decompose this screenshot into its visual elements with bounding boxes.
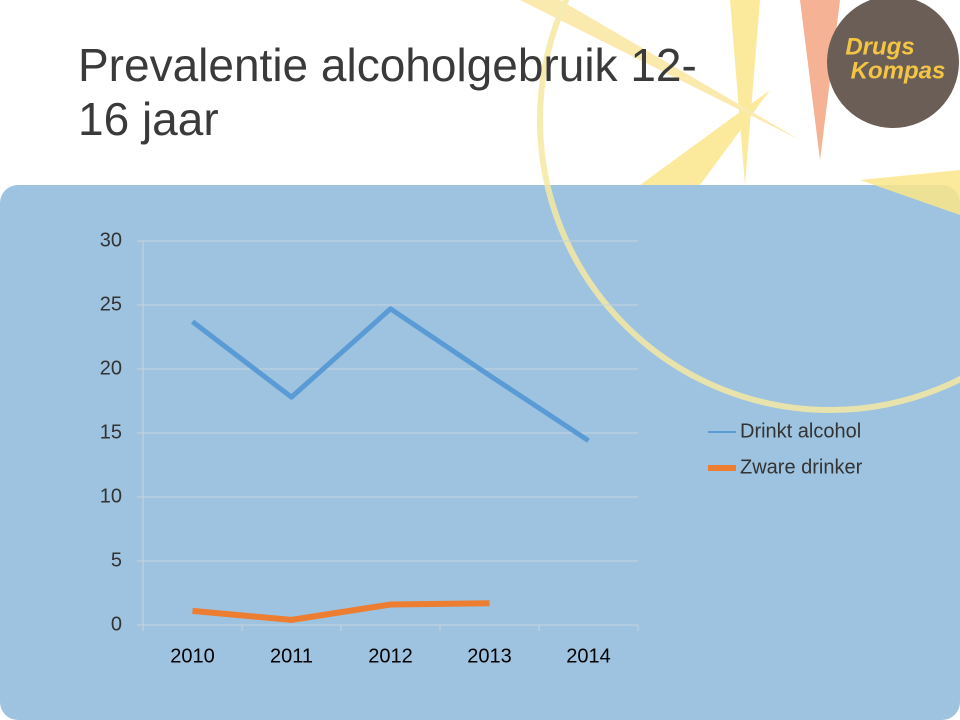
x-tick-label: 2014 bbox=[566, 645, 611, 667]
y-tick-label: 5 bbox=[111, 549, 122, 571]
x-tick-label: 2012 bbox=[368, 645, 413, 667]
legend-label: Drinkt alcohol bbox=[740, 420, 861, 442]
y-tick-label: 15 bbox=[100, 421, 122, 443]
sun-ring bbox=[537, 0, 960, 413]
y-tick-label: 0 bbox=[111, 613, 122, 635]
sun-ray bbox=[730, 0, 760, 185]
legend-label: Zware drinker bbox=[740, 456, 863, 478]
sun-ray bbox=[860, 170, 960, 215]
y-tick-label: 10 bbox=[100, 485, 122, 507]
sun-ray bbox=[640, 90, 770, 185]
x-tick-label: 2013 bbox=[467, 645, 512, 667]
x-tick-label: 2010 bbox=[170, 645, 215, 667]
background-panel bbox=[0, 185, 960, 720]
logo-text: Drugs bbox=[845, 33, 914, 60]
y-tick-label: 20 bbox=[100, 357, 122, 379]
chart-title: Prevalentie alcoholgebruik 12-16 jaar bbox=[78, 39, 697, 145]
y-tick-label: 30 bbox=[100, 229, 122, 251]
sun-ray bbox=[520, 0, 800, 140]
logo-text: Kompas bbox=[851, 57, 946, 84]
series-line bbox=[192, 600, 490, 623]
sun-ray bbox=[800, 0, 840, 160]
logo-circle bbox=[827, 0, 959, 128]
series-line bbox=[190, 306, 590, 443]
y-tick-label: 25 bbox=[100, 293, 122, 315]
sun-decoration bbox=[520, 0, 960, 413]
x-tick-label: 2011 bbox=[270, 645, 313, 667]
